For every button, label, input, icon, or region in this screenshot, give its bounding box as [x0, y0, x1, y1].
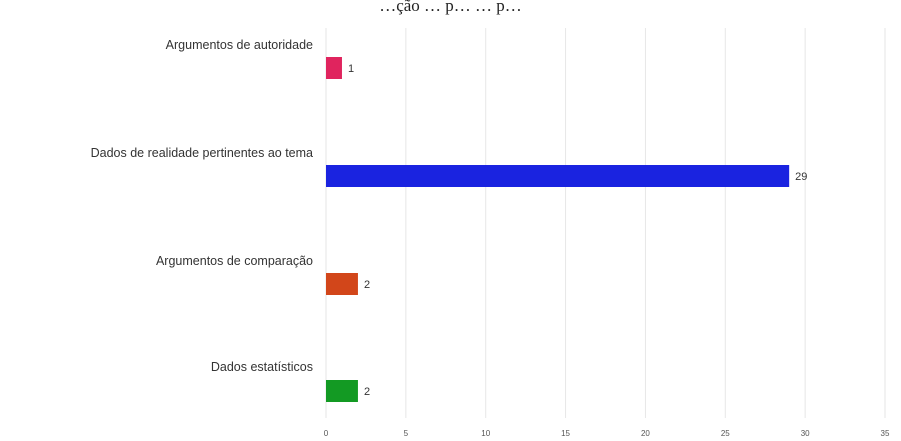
category-label: Dados de realidade pertinentes ao tema	[91, 146, 313, 160]
x-tick-label: 15	[561, 429, 570, 438]
data-label: 2	[364, 279, 370, 291]
category-label: Argumentos de comparação	[156, 254, 313, 268]
category-label: Argumentos de autoridade	[166, 38, 313, 52]
x-tick-label: 20	[641, 429, 650, 438]
x-tick-label: 25	[721, 429, 730, 438]
labels: 0 5 10 15 20 25 30 35 Argumentos de autoridade 1 D…	[91, 38, 890, 438]
category-label: Dados estatísticos	[211, 360, 313, 374]
bar	[326, 57, 342, 79]
bar	[326, 273, 358, 295]
data-label: 1	[348, 63, 354, 75]
x-tick-label: 5	[404, 429, 409, 438]
gridlines	[325, 28, 886, 418]
data-label: 29	[795, 171, 807, 183]
x-tick-label: 35	[881, 429, 890, 438]
data-label: 2	[364, 386, 370, 398]
x-tick-label: 30	[801, 429, 810, 438]
bars	[326, 57, 790, 402]
x-tick-label: 10	[481, 429, 490, 438]
chart-title: …ção … p… … p…	[379, 0, 522, 15]
bar	[326, 380, 358, 402]
bar	[326, 165, 790, 187]
x-tick-label: 0	[324, 429, 329, 438]
